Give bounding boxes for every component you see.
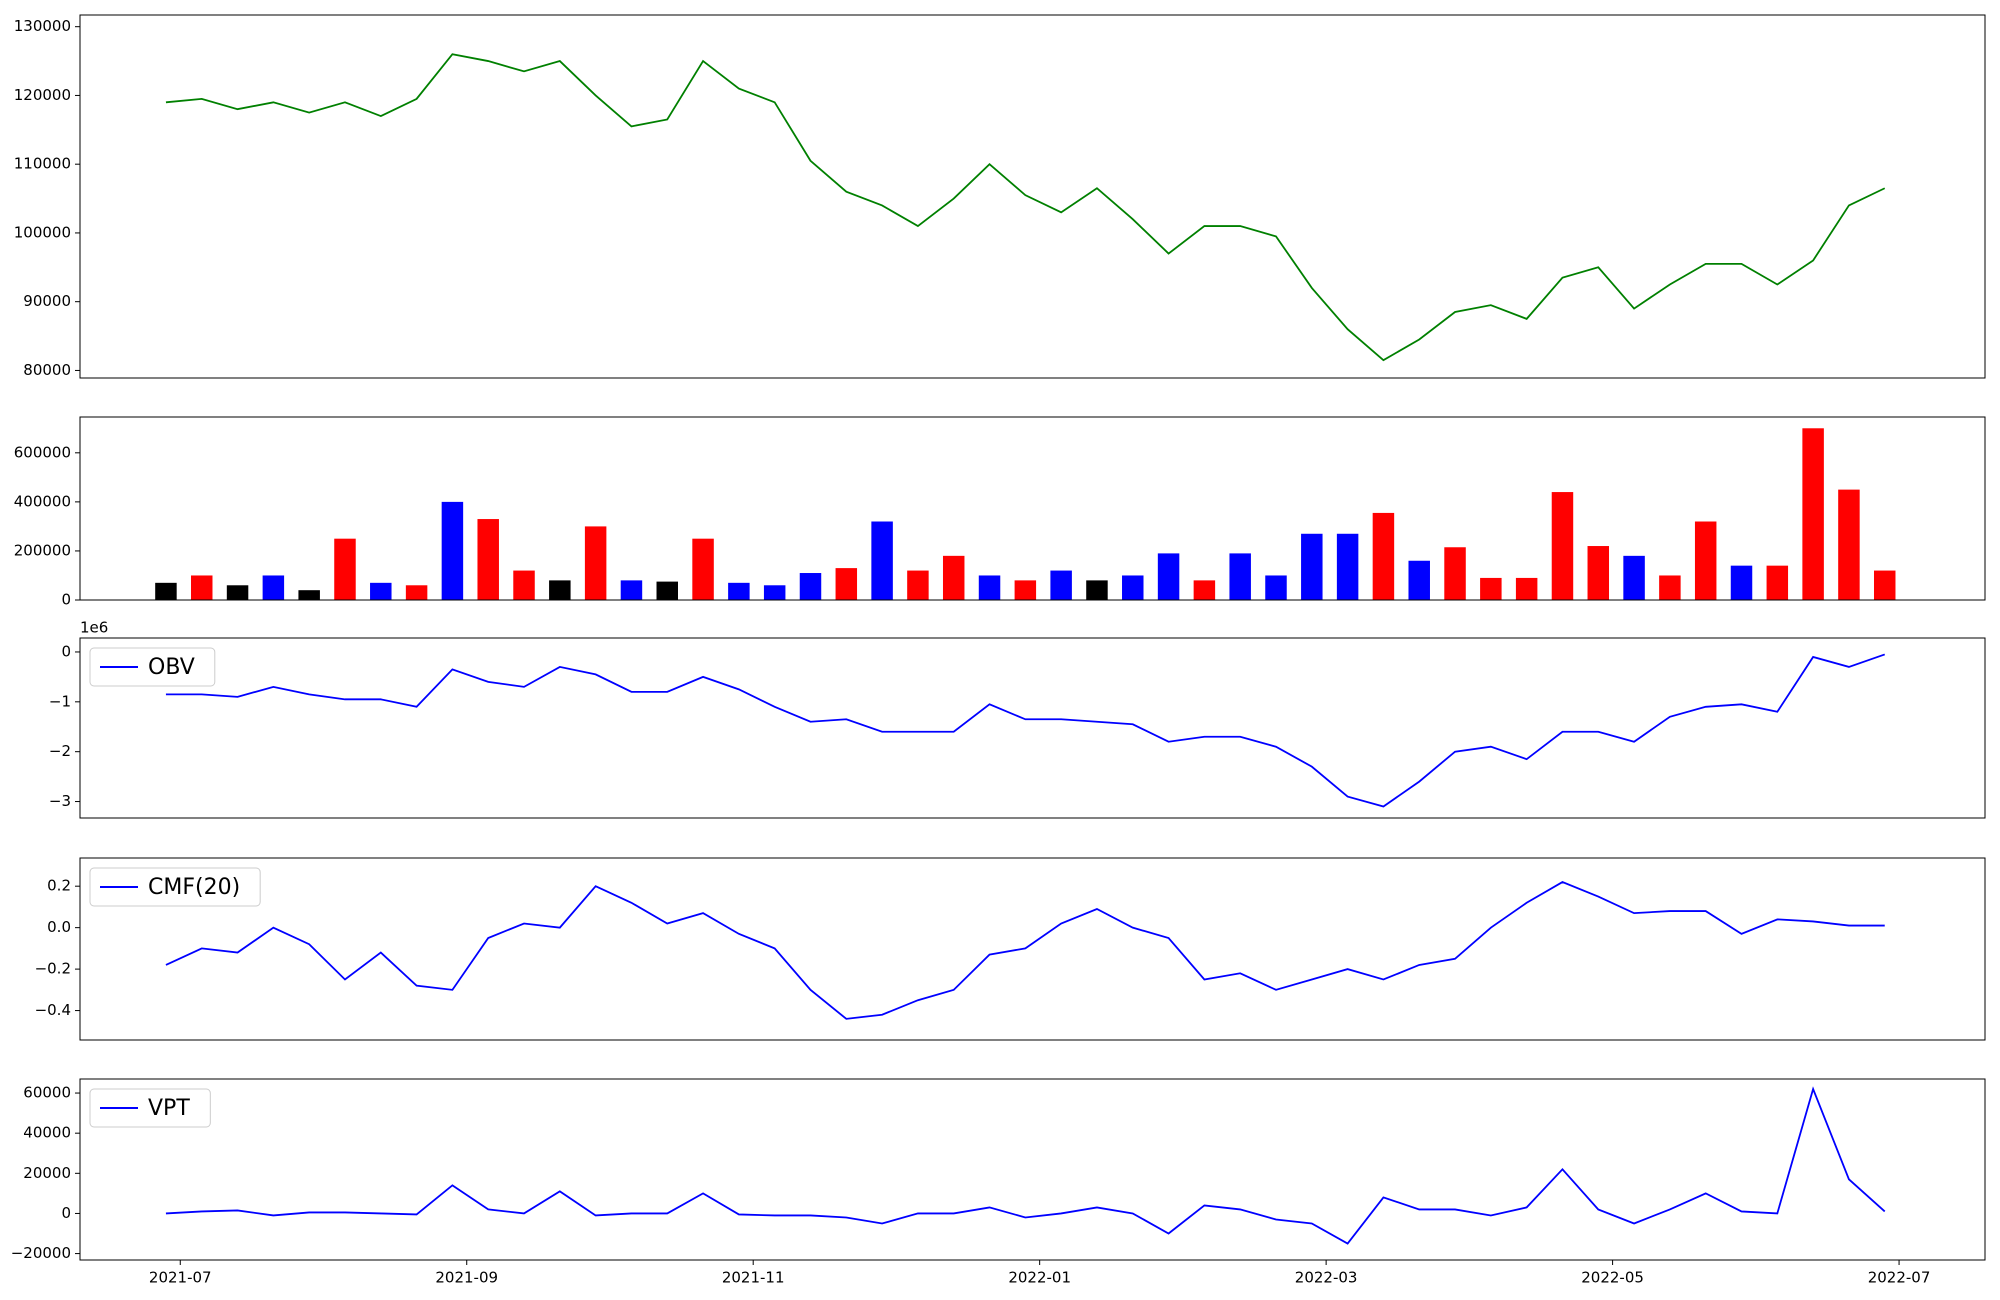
- x-tick-label: 2022-03: [1295, 1269, 1358, 1287]
- y-tick-label: −1: [49, 692, 71, 710]
- y-tick-label: −20000: [11, 1244, 71, 1262]
- bar: [1265, 575, 1287, 600]
- legend-box: [89, 647, 216, 687]
- x-tick-label: 2022-01: [1008, 1269, 1071, 1287]
- bar: [620, 580, 643, 600]
- legend-label: VPT: [148, 1096, 190, 1121]
- y-tick-label: 110000: [14, 155, 71, 173]
- bar: [405, 585, 428, 600]
- bar: [1301, 533, 1323, 600]
- y-tick-label: 130000: [14, 17, 71, 35]
- y-tick-label: 80000: [23, 361, 71, 379]
- y-tick-label: 100000: [14, 223, 71, 241]
- bar: [799, 573, 822, 600]
- y-tick-label: 0: [61, 642, 71, 660]
- bar: [1157, 553, 1180, 600]
- bar: [549, 580, 571, 600]
- x-tick-label: 2021-09: [435, 1269, 498, 1287]
- x-tick-label: 2021-07: [149, 1269, 212, 1287]
- bar: [1659, 575, 1681, 600]
- legend-label: CMF(20): [148, 875, 240, 900]
- bar: [477, 519, 499, 600]
- bar: [334, 538, 356, 600]
- bar: [763, 585, 786, 600]
- y-tick-label: 0.2: [47, 877, 71, 895]
- bar: [1587, 546, 1610, 600]
- bar: [978, 575, 1001, 600]
- y-tick-label: 20000: [23, 1164, 71, 1182]
- bar: [656, 581, 678, 600]
- bar: [1802, 428, 1824, 600]
- y-tick-label: 60000: [23, 1084, 71, 1102]
- bar: [1873, 570, 1896, 600]
- bar: [513, 570, 535, 600]
- bar: [1122, 575, 1144, 600]
- bar: [584, 526, 607, 600]
- y-tick-label: 600000: [14, 443, 71, 461]
- bar: [262, 575, 285, 600]
- plot-frame: [79, 1078, 1986, 1261]
- y-tick-label: −2: [49, 742, 71, 760]
- bar: [1050, 570, 1072, 600]
- bar: [942, 555, 965, 600]
- bar: [226, 585, 249, 600]
- bar: [1193, 580, 1216, 600]
- bar: [1694, 521, 1717, 600]
- bar: [1444, 547, 1466, 600]
- plot-frame: [79, 416, 1986, 601]
- legend-box: [89, 1088, 211, 1128]
- bar: [728, 582, 750, 600]
- bar: [1623, 555, 1645, 600]
- bar: [835, 568, 858, 600]
- legend-label: OBV: [148, 655, 195, 680]
- bar: [1336, 533, 1359, 600]
- plot-frame: [79, 637, 1986, 819]
- x-tick-label: 2021-11: [722, 1269, 785, 1287]
- y-tick-label: −3: [49, 792, 71, 810]
- bar: [1515, 577, 1538, 600]
- y-tick-label: 0: [61, 591, 71, 609]
- bar: [907, 570, 929, 600]
- bar: [1838, 489, 1860, 600]
- plot-frame: [79, 14, 1986, 379]
- y-tick-label: −0.2: [35, 960, 71, 978]
- plot-frame: [79, 857, 1986, 1041]
- bar: [1372, 512, 1395, 600]
- bar: [191, 575, 213, 600]
- y-tick-label: −0.4: [35, 1001, 71, 1019]
- bar: [1480, 577, 1502, 600]
- bar: [1086, 580, 1108, 600]
- x-tick-label: 2022-07: [1868, 1269, 1931, 1287]
- y-tick-label: 0: [61, 1204, 71, 1222]
- y-tick-label: 0.0: [47, 918, 71, 936]
- bar: [155, 582, 177, 600]
- legend-box: [89, 867, 261, 907]
- bar: [441, 501, 464, 600]
- bar: [1730, 565, 1753, 600]
- bar: [1766, 565, 1789, 600]
- y-tick-label: 120000: [14, 86, 71, 104]
- bar: [1551, 492, 1574, 600]
- bar: [1229, 553, 1251, 600]
- bar: [871, 521, 893, 600]
- y-tick-label: 400000: [14, 492, 71, 510]
- bar: [692, 538, 714, 600]
- series-line: [165, 653, 1886, 808]
- bar: [1014, 580, 1037, 600]
- series-line: [165, 881, 1885, 1020]
- x-tick-label: 2022-05: [1581, 1269, 1644, 1287]
- y-tick-label: 200000: [14, 541, 71, 559]
- y-tick-label: 90000: [23, 292, 71, 310]
- bar: [298, 590, 320, 600]
- bar: [370, 582, 392, 600]
- bar: [1408, 560, 1430, 600]
- series-line: [165, 53, 1886, 362]
- series-line: [165, 1086, 1886, 1245]
- y-tick-label: 40000: [23, 1124, 71, 1142]
- offset-label: 1e6: [80, 619, 108, 637]
